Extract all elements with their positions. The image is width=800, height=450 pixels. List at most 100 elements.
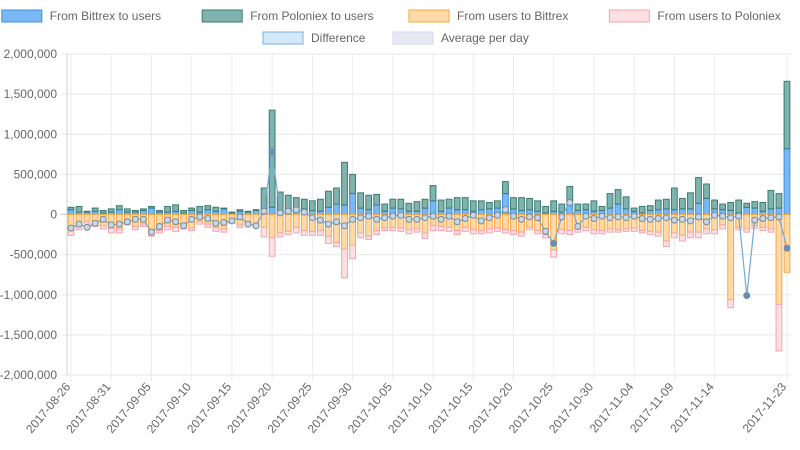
bar: [421, 198, 429, 209]
bar: [783, 148, 791, 216]
bar: [502, 214, 509, 231]
bar: [493, 227, 501, 232]
difference-point: [670, 216, 678, 224]
legend-item: Average per day: [392, 31, 529, 45]
bar: [188, 227, 196, 232]
difference-point: [727, 214, 735, 222]
bar: [115, 209, 123, 215]
bar: [703, 228, 710, 235]
bar: [268, 109, 276, 208]
legend-label: From Bittrex to users: [50, 9, 161, 23]
bar: [437, 226, 445, 232]
bar: [212, 206, 220, 212]
difference-point: [534, 214, 542, 222]
bar: [590, 229, 598, 235]
bar: [397, 198, 405, 210]
bar: [485, 228, 493, 234]
bar: [687, 231, 694, 239]
difference-point: [244, 220, 252, 228]
bar: [236, 224, 244, 228]
difference-point: [775, 213, 783, 221]
bar: [429, 185, 437, 202]
bar: [300, 214, 308, 232]
bar: [477, 209, 485, 215]
bar: [252, 209, 260, 216]
bar: [99, 225, 107, 230]
difference-point: [180, 222, 188, 230]
difference-point: [204, 215, 212, 223]
difference-point: [622, 214, 630, 222]
bar: [485, 208, 493, 216]
bar: [477, 230, 485, 235]
bar: [365, 235, 373, 240]
bar: [244, 210, 252, 213]
legend-swatch: [608, 9, 650, 23]
y-tick-label: 0: [50, 208, 57, 222]
bar: [156, 209, 163, 213]
bar: [333, 187, 340, 205]
difference-point: [349, 215, 357, 223]
bar: [670, 187, 678, 211]
bar: [662, 198, 670, 210]
bar: [413, 201, 421, 212]
bar: [614, 189, 622, 205]
bar: [453, 197, 461, 211]
difference-point: [83, 223, 91, 231]
bar: [703, 197, 710, 215]
bar: [268, 237, 276, 257]
x-axis: 2017-08-262017-08-312017-09-052017-09-10…: [23, 380, 789, 436]
bar: [349, 193, 356, 215]
bar: [606, 228, 614, 233]
difference-point: [518, 215, 526, 223]
difference-point: [735, 212, 743, 220]
bar: [445, 226, 453, 232]
bar: [67, 209, 75, 215]
legend-label: From users to Bittrex: [457, 9, 568, 23]
bar: [751, 201, 759, 209]
bar: [727, 209, 735, 216]
bar: [341, 204, 348, 215]
bar: [695, 177, 702, 204]
bar: [759, 226, 767, 232]
difference-point: [614, 213, 622, 221]
bar: [276, 232, 284, 238]
bar: [204, 223, 212, 228]
bar: [260, 214, 268, 228]
difference-point: [477, 217, 485, 225]
difference-point: [284, 207, 292, 215]
bar: [453, 230, 461, 236]
y-tick-label: -1,000,000: [0, 288, 57, 302]
legend-item: Difference: [262, 31, 366, 45]
bar: [630, 227, 638, 232]
difference-point: [196, 213, 204, 221]
bar: [220, 208, 228, 216]
bar: [719, 224, 727, 230]
bar: [646, 209, 654, 216]
y-tick-label: 500,000: [14, 167, 58, 181]
x-tick-label: 2017-11-23: [740, 380, 790, 436]
difference-point: [767, 214, 775, 222]
bar: [703, 183, 710, 199]
bar: [695, 202, 702, 215]
difference-point: [99, 215, 107, 223]
bar: [131, 209, 139, 213]
bar: [83, 214, 91, 223]
bar: [534, 230, 541, 235]
difference-point: [566, 198, 574, 206]
difference-point: [662, 214, 670, 222]
bar: [606, 193, 614, 209]
legend-item: From users to Poloniex: [608, 9, 781, 23]
bar: [381, 203, 389, 212]
difference-point: [107, 221, 115, 229]
difference-point: [751, 216, 759, 224]
bar: [783, 214, 791, 273]
difference-point: [131, 215, 139, 223]
bar: [743, 228, 751, 233]
bar: [99, 209, 107, 214]
difference-point: [703, 218, 711, 226]
bar: [654, 209, 662, 215]
bar: [83, 210, 91, 213]
bar: [373, 193, 381, 206]
bar: [333, 203, 340, 216]
